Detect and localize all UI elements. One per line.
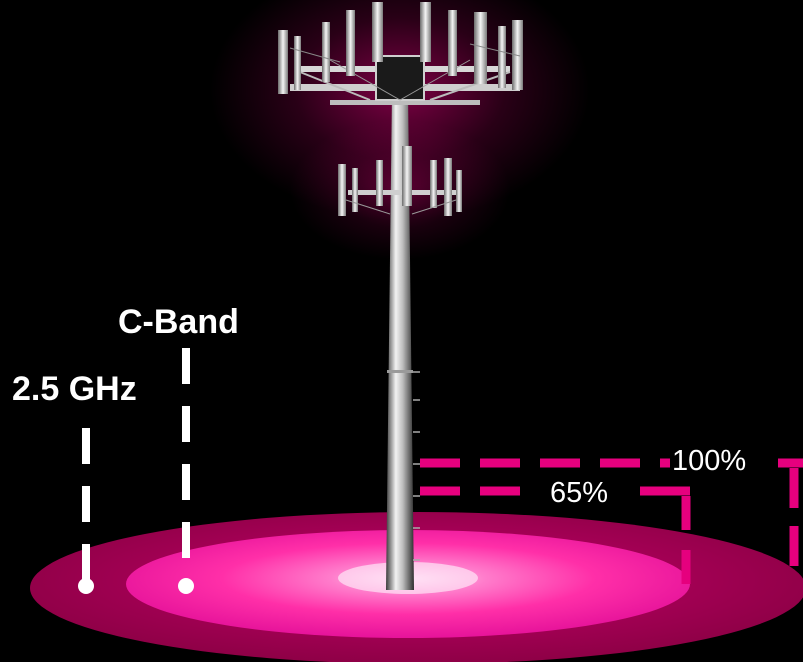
- coverage-bracket-100: [420, 458, 803, 580]
- c-band-dot: [178, 578, 194, 594]
- tower-pole: [386, 92, 414, 590]
- c-band-label: C-Band: [118, 303, 239, 341]
- coverage-65-label: 65%: [550, 477, 609, 509]
- coverage-bracket-65: [420, 486, 691, 600]
- coverage-100-label: 100%: [672, 445, 747, 477]
- cell-tower: [278, 2, 523, 590]
- upper-antenna-array: [278, 2, 523, 105]
- band-marker-2-5-ghz: [78, 428, 94, 594]
- band-marker-c-band: [178, 348, 194, 594]
- 2-5-ghz-dot: [78, 578, 94, 594]
- 2-5-ghz-label: 2.5 GHz: [12, 370, 137, 408]
- lower-antenna-array: [338, 146, 462, 216]
